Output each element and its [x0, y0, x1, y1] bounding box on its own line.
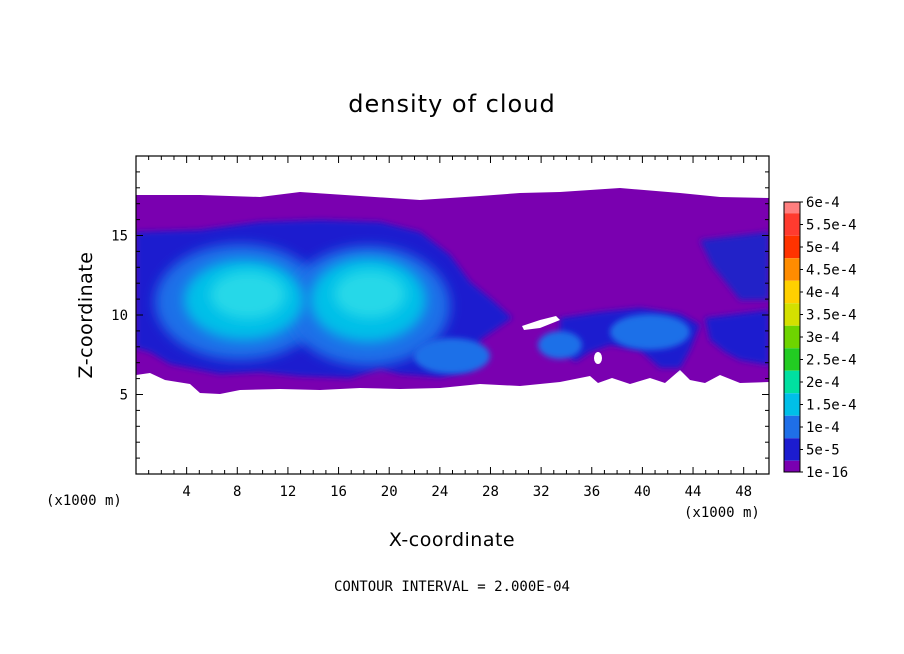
colorbar-label: 1.5e-4 — [806, 398, 857, 414]
colorbar-swatch — [784, 303, 800, 326]
colorbar-swatch — [784, 348, 800, 371]
cloud-core-dark-region-right — [700, 232, 769, 300]
contour-interval-note: CONTOUR INTERVAL = 2.000E-04 — [334, 579, 570, 595]
colorbar-label: 1e-4 — [806, 420, 840, 436]
colorbar-swatch — [784, 280, 800, 304]
colorbar-label: 3e-4 — [806, 330, 840, 346]
clear-air-gap — [522, 316, 560, 330]
colorbar-swatch — [784, 325, 800, 349]
x-axis-label: X-coordinate — [389, 529, 515, 551]
y-tick-label: 15 — [111, 229, 128, 245]
colorbar-label: 4e-4 — [806, 285, 840, 301]
cloud-cyan-core-2 — [334, 270, 406, 318]
x-unit-label-right: (x1000 m) — [684, 505, 760, 521]
chart-title: density of cloud — [348, 90, 555, 118]
x-tick-label: 8 — [233, 484, 241, 500]
x-tick-label: 32 — [533, 484, 550, 500]
colorbar-label: 5e-5 — [806, 443, 840, 459]
x-tick-label: 20 — [381, 484, 398, 500]
y-tick-label: 5 — [120, 388, 128, 404]
colorbar-label: 6e-4 — [806, 195, 840, 211]
cloud-medium-region-3 — [414, 338, 490, 374]
colorbar-swatch — [784, 213, 800, 236]
x-tick-label: 36 — [583, 484, 600, 500]
x-tick-label: 16 — [330, 484, 347, 500]
colorbar-label: 5e-4 — [806, 240, 840, 256]
colorbar-swatch — [784, 235, 800, 259]
cloud-cyan-core-1 — [210, 271, 286, 319]
x-tick-label: 28 — [482, 484, 499, 500]
x-tick-label: 40 — [634, 484, 651, 500]
y-tick-label: 10 — [111, 308, 128, 324]
x-tick-label: 44 — [685, 484, 702, 500]
colorbar-swatch — [784, 202, 800, 214]
x-tick-label: 24 — [431, 484, 448, 500]
colorbar-label: 2e-4 — [806, 375, 840, 391]
colorbar-swatch — [784, 460, 800, 472]
y-axis-label: Z-coordinate — [75, 252, 97, 379]
cloud-medium-region-4 — [610, 314, 690, 350]
colorbar: 6e-4 5.5e-4 5e-4 4.5e-4 4e-4 3.5e-4 3e-4 2.5e-4… — [783, 195, 857, 481]
colorbar-swatch — [784, 258, 800, 281]
clear-air-gap-2 — [594, 352, 602, 364]
colorbar-label: 5.5e-4 — [806, 218, 857, 234]
cloud-medium-region-5 — [538, 331, 582, 359]
colorbar-label: 1e-16 — [806, 465, 848, 481]
cloud-core-dark-region-right2 — [705, 310, 769, 365]
colorbar-swatch — [784, 393, 800, 416]
cloud-field — [136, 188, 769, 394]
colorbar-label: 2.5e-4 — [806, 353, 857, 369]
x-tick-label: 4 — [182, 484, 190, 500]
x-tick-label: 48 — [735, 484, 752, 500]
colorbar-swatch — [784, 370, 800, 394]
colorbar-label: 3.5e-4 — [806, 308, 857, 324]
x-unit-label-left: (x1000 m) — [46, 493, 122, 509]
colorbar-swatch — [784, 415, 800, 439]
x-tick-label: 12 — [279, 484, 296, 500]
colorbar-swatch — [784, 438, 800, 461]
colorbar-label: 4.5e-4 — [806, 263, 857, 279]
